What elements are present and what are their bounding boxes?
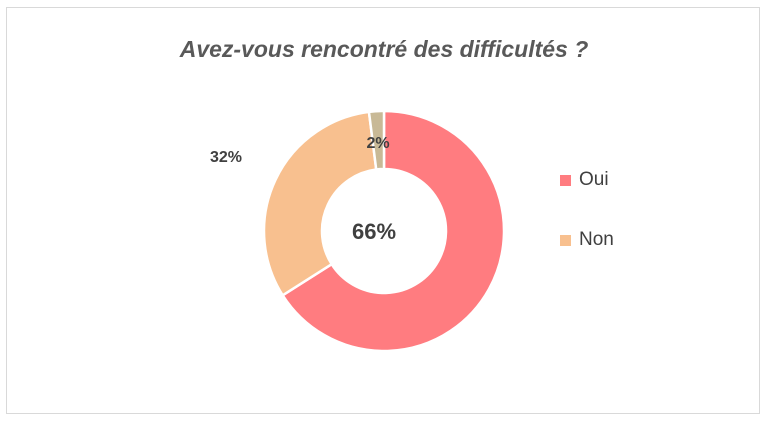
legend-item-non: Non xyxy=(560,228,614,252)
legend-swatch-non xyxy=(560,234,571,246)
legend-item-oui: Oui xyxy=(560,168,614,192)
legend-label-non: Non xyxy=(579,229,614,250)
data-label-oui: 66% xyxy=(352,219,396,244)
slice-non xyxy=(262,110,378,298)
chart-legend: Oui Non xyxy=(560,168,614,288)
data-label-non: 32% xyxy=(210,149,242,166)
slice-oui xyxy=(280,109,506,353)
slice-other xyxy=(367,109,386,171)
chart-title: Avez-vous rencontré des difficultés ? xyxy=(179,36,589,62)
legend-label-oui: Oui xyxy=(579,169,609,190)
data-label-other: 2% xyxy=(366,135,389,152)
legend-swatch-oui xyxy=(560,174,571,186)
